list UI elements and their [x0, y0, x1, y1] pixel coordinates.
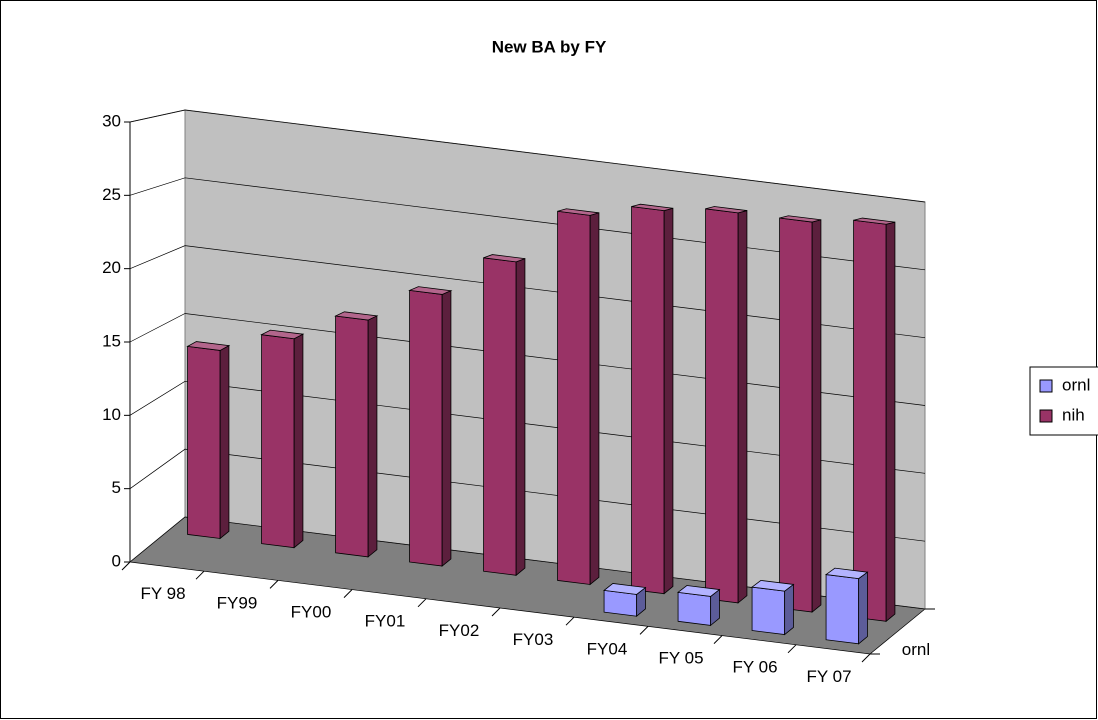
- x-tick: [565, 616, 575, 626]
- bar: [705, 206, 748, 604]
- bar: [334, 311, 379, 558]
- grid-line: [129, 380, 926, 474]
- x-tick-label: FY 06: [732, 658, 777, 677]
- bar-top: [631, 203, 674, 212]
- bar-front: [603, 589, 638, 617]
- x-tick-label: FY01: [365, 612, 406, 631]
- x-tick-label: FY03: [513, 630, 554, 649]
- bar: [408, 286, 453, 567]
- legend-swatch: [1039, 379, 1053, 393]
- bar-top: [779, 215, 822, 223]
- bar-top: [603, 583, 647, 595]
- bar-front: [677, 591, 712, 626]
- y-tick-label: 0: [112, 551, 121, 570]
- bar-top: [705, 206, 748, 214]
- x-tick: [417, 598, 427, 608]
- bar-side: [441, 290, 452, 567]
- y-tick-label: 5: [112, 478, 121, 497]
- bar-front: [853, 219, 887, 622]
- legend-box: [1029, 366, 1098, 436]
- bar-front: [557, 210, 591, 585]
- bar-top: [825, 567, 869, 580]
- bar-front: [631, 206, 665, 595]
- x-tick-label: FY99: [217, 593, 258, 612]
- legend-label: nih: [1062, 405, 1085, 424]
- legend-label: ornl: [1062, 375, 1090, 394]
- bar-front: [409, 289, 443, 567]
- y-tick-label: 20: [102, 258, 121, 277]
- y-tick-label: 10: [102, 405, 121, 424]
- bar-top: [334, 311, 379, 321]
- bar-top: [751, 579, 795, 592]
- grid-line: [129, 177, 926, 271]
- x-tick-label: FY 98: [140, 584, 185, 603]
- bar-side: [293, 333, 304, 549]
- x-tick: [195, 570, 205, 580]
- bar-front: [825, 574, 860, 645]
- bar-top: [260, 329, 305, 340]
- bar: [557, 208, 600, 586]
- bar: [853, 217, 896, 623]
- bar: [677, 585, 721, 627]
- bar-front: [705, 208, 739, 604]
- bar-side: [515, 258, 526, 577]
- bar: [186, 341, 231, 540]
- bar-side: [219, 344, 230, 540]
- x-tick: [787, 644, 797, 654]
- bar: [779, 215, 822, 613]
- x-tick: [861, 653, 871, 663]
- bar: [603, 583, 647, 618]
- x-tick: [713, 635, 723, 644]
- x-tick: [639, 626, 649, 635]
- bar-side: [663, 207, 674, 595]
- y-tick-label: 25: [102, 185, 121, 204]
- bar-side: [784, 583, 794, 636]
- x-tick: [269, 580, 279, 589]
- x-tick: [343, 589, 353, 598]
- bar-top: [677, 585, 721, 597]
- bar-front: [261, 334, 295, 549]
- bar-top: [853, 217, 896, 225]
- grid-line: [129, 109, 926, 203]
- bar-front: [751, 586, 786, 636]
- x-tick: [491, 607, 501, 617]
- bar-front: [335, 315, 369, 558]
- bar-front: [779, 217, 813, 613]
- bar-side: [858, 571, 868, 645]
- bar-top: [186, 341, 231, 351]
- x-tick-label: FY 05: [658, 648, 703, 667]
- bar-side: [367, 315, 378, 558]
- depth-label: ornl: [902, 640, 930, 659]
- bar-front: [483, 257, 517, 576]
- bar-side: [885, 221, 896, 623]
- x-tick: [121, 561, 131, 571]
- bar-top: [557, 208, 600, 216]
- bar: [260, 329, 305, 549]
- grid-line: [129, 245, 926, 339]
- x-tick-label: FY 07: [806, 667, 851, 686]
- bar: [751, 579, 795, 636]
- y-tick-label: 30: [102, 111, 121, 130]
- bar-front: [187, 345, 221, 539]
- bar-side: [737, 210, 748, 604]
- y-tick-label: 15: [102, 331, 121, 350]
- bar: [631, 203, 674, 595]
- bar-top: [483, 254, 526, 263]
- grid-line: [129, 448, 926, 542]
- x-tick-label: FY00: [291, 602, 332, 621]
- bar-top: [408, 286, 453, 295]
- chart-title: New BA by FY: [492, 37, 607, 56]
- bar: [483, 254, 526, 577]
- bar: [825, 567, 869, 645]
- legend-swatch: [1039, 409, 1053, 423]
- side-wall: [129, 109, 186, 564]
- grid-line: [129, 313, 926, 406]
- x-tick-label: FY02: [439, 621, 480, 640]
- bar-side: [589, 212, 600, 586]
- bar-side: [811, 219, 822, 613]
- grid-line: [129, 516, 926, 610]
- x-tick-label: FY04: [587, 639, 628, 658]
